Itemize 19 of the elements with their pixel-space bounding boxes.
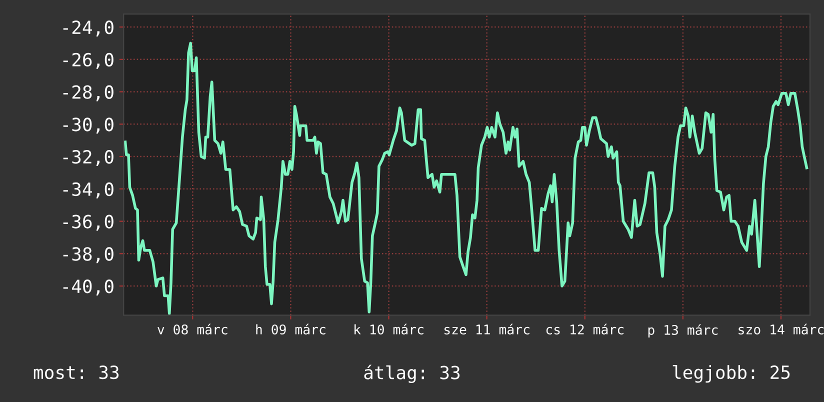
y-tick-label: -28,0 xyxy=(63,85,114,102)
x-tick-label: szo 14 márc xyxy=(738,324,824,334)
x-tick-label: h 09 márc xyxy=(256,324,326,334)
x-tick-label: k 10 márc xyxy=(354,324,424,334)
text: most: 33 xyxy=(34,365,119,380)
x-tick-label: p 13 márc xyxy=(648,324,718,338)
y-tick-label: -34,0 xyxy=(63,182,114,198)
text: átlag: 33 xyxy=(364,364,460,384)
y-tick-label: -26,0 xyxy=(63,52,114,69)
y-tick-label: -30,0 xyxy=(63,118,114,134)
text: legjobb: 25 xyxy=(672,365,790,383)
y-tick-label: -24,0 xyxy=(63,20,114,36)
x-tick-label: sze 11 márc xyxy=(444,324,530,334)
y-tick-label: -36,0 xyxy=(63,214,114,231)
y-tick-label: -38,0 xyxy=(63,247,114,264)
y-tick-label: -40,0 xyxy=(63,280,114,296)
x-tick-label: v 08 márc xyxy=(158,324,228,334)
x-tick-label: cs 12 márc xyxy=(546,324,624,334)
y-tick-label: -32,0 xyxy=(63,150,114,166)
